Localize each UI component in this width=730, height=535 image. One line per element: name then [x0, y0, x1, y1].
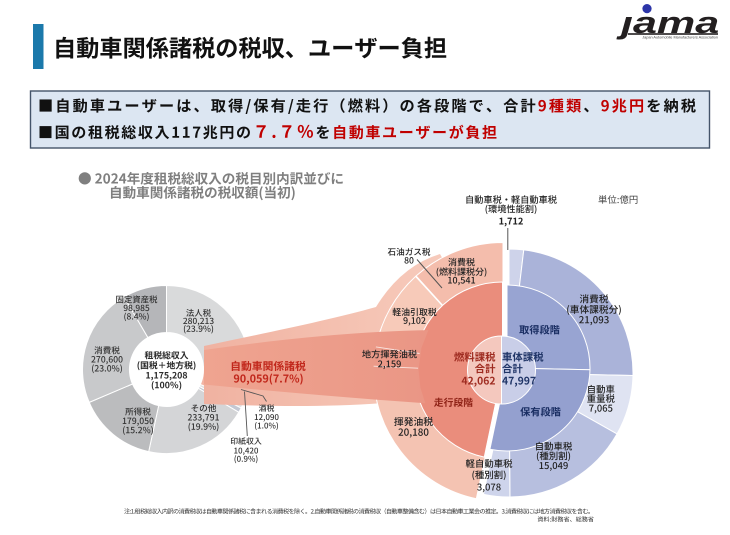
svg-text:Japan Automobile Manufacturers: Japan Automobile Manufacturers Associati…	[642, 36, 718, 40]
